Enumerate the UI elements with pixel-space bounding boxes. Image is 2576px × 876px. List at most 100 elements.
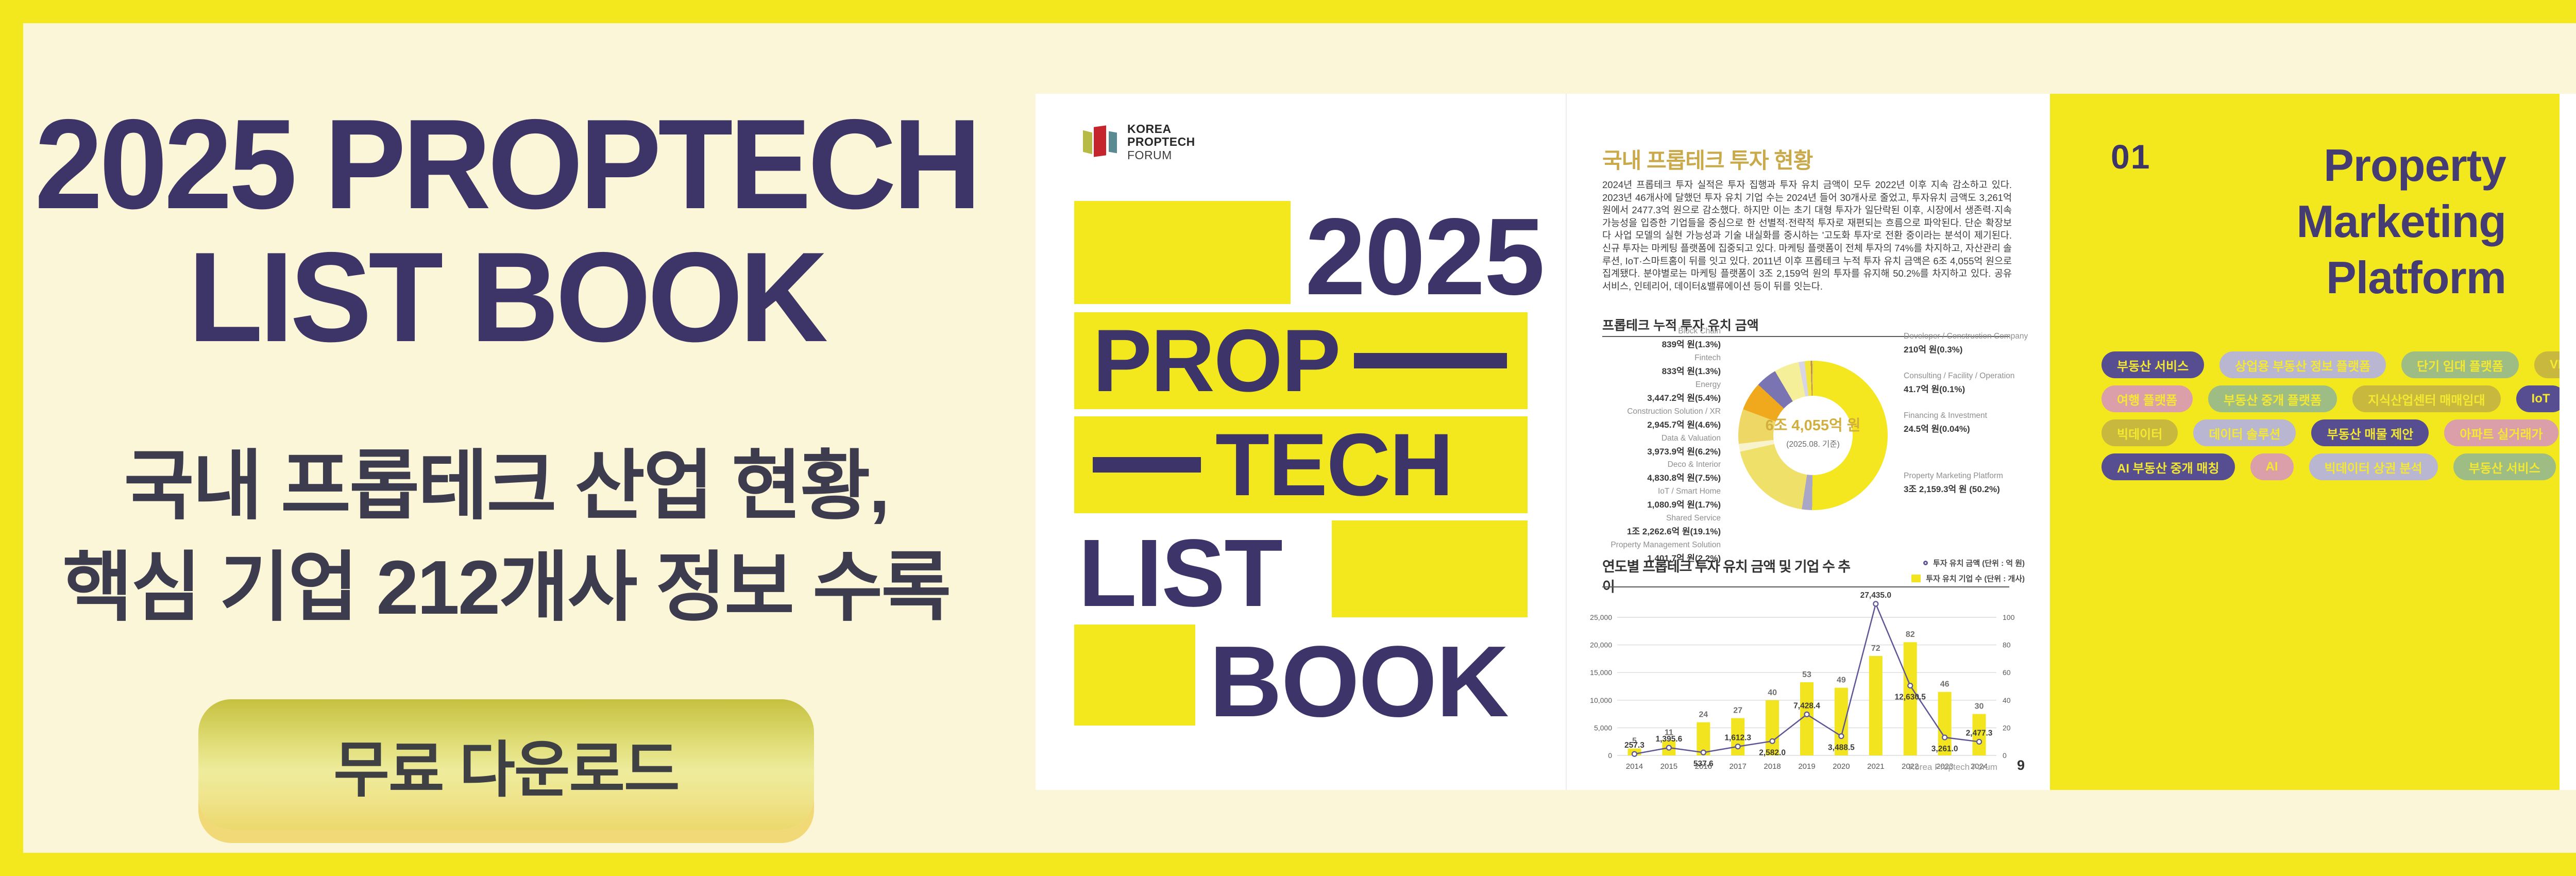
donut-label-name: Data & Valuation: [1661, 433, 1721, 443]
section-number: 01: [2111, 138, 2151, 176]
bar-line-chart: 0 0 5,000 20 10,000 40 15,000 60 20,000 80 25,000 1…: [1590, 591, 2014, 771]
svg-text:49: 49: [1837, 676, 1846, 685]
report-title: 국내 프롭테크 투자 현황: [1602, 148, 1813, 173]
chart-legend: 투자 유치 금액 (단위 : 억 원) 투자 유치 기업 수 (단위 : 개사): [1847, 558, 2025, 584]
free-download-button[interactable]: 무료 다운로드: [198, 699, 814, 830]
legend-line-series: 투자 유치 금액 (단위 : 억 원): [1923, 558, 2025, 568]
svg-text:3,488.5: 3,488.5: [1828, 744, 1855, 752]
svg-text:2015: 2015: [1660, 762, 1677, 771]
svg-text:2023: 2023: [1936, 762, 1953, 771]
donut-label-value: 4,830.8억 원(7.5%): [1647, 473, 1721, 483]
banner-subtitle: 국내 프롭테크 산업 현황, 핵심 기업 212개사 정보 수록: [62, 436, 951, 639]
category-tag: 데이터 솔루션: [2193, 419, 2296, 446]
category-tag: 상업용 부동산 정보 플랫폼: [2219, 351, 2386, 378]
svg-text:2018: 2018: [1764, 762, 1781, 771]
cover-row-book: BOOK: [1074, 625, 1528, 738]
svg-text:82: 82: [1906, 630, 1915, 639]
line-marker-icon: [1923, 561, 1928, 565]
svg-text:25,000: 25,000: [1590, 613, 1612, 621]
donut-label-name: Property Marketing Platform: [1904, 471, 2003, 480]
yellow-block: [1074, 625, 1195, 726]
donut-label-name: Deco & Interior: [1667, 460, 1721, 469]
donut-label-name: Financing & Investment: [1904, 411, 1987, 420]
donut-label-name: Fintech: [1694, 353, 1721, 362]
svg-text:60: 60: [2003, 668, 2011, 677]
svg-text:2014: 2014: [1626, 762, 1643, 771]
category-tag: 빅데이터: [2102, 419, 2178, 446]
svg-text:20: 20: [2003, 723, 2011, 732]
banner-title-line1: 2025 PROPTECH: [34, 92, 981, 235]
cover-word-list: LIST: [1078, 520, 1283, 627]
donut-label-name: IoT / Smart Home: [1657, 487, 1721, 496]
svg-text:3,261.0: 3,261.0: [1931, 745, 1958, 753]
svg-text:12,630.5: 12,630.5: [1895, 693, 1926, 702]
donut-right-labels: Developer / Construction Company 210억 원(0…: [1904, 332, 2038, 495]
donut-label-value: 1,080.9억 원(1.7%): [1647, 500, 1721, 510]
section-rule: [1602, 586, 2009, 587]
page-number: 9: [2016, 757, 2025, 773]
open-book-logo-icon: [1083, 125, 1119, 159]
donut-label-value: 1,401.7억 원(2.2%): [1647, 553, 1721, 563]
donut-label-name: Consulting / Facility / Operation: [1904, 372, 2015, 380]
banner-subtitle-line2: 핵심 기업 212개사 정보 수록: [62, 545, 951, 630]
svg-text:2021: 2021: [1867, 762, 1884, 771]
cover-row-list: LIST: [1074, 520, 1528, 627]
donut-label-value: 41.7억 원(0.1%): [1904, 384, 1965, 394]
cover-row-tech: TECH: [1074, 416, 1528, 513]
donut-label: Property Marketing Platform 3조 2,159.3억 원…: [1904, 471, 2038, 495]
svg-text:2016: 2016: [1695, 762, 1712, 771]
svg-text:53: 53: [1802, 670, 1811, 679]
svg-text:537.6: 537.6: [1693, 760, 1714, 768]
donut-label-name: Developer / Construction Company: [1904, 332, 2028, 341]
logo-line2: PROPTECH: [1127, 135, 1195, 149]
footer-brand: Korea Proptech Forum: [1909, 762, 1997, 772]
svg-text:2022: 2022: [1902, 762, 1919, 771]
svg-text:5: 5: [1632, 737, 1637, 746]
section-title-line3: Platform: [2326, 252, 2506, 304]
svg-text:27,435.0: 27,435.0: [1860, 591, 1891, 600]
yellow-block: [1332, 520, 1528, 617]
svg-text:1,612.3: 1,612.3: [1724, 734, 1751, 743]
donut-label-name: Shared Service: [1666, 514, 1721, 523]
svg-text:27: 27: [1733, 706, 1742, 715]
donut-chart: [1738, 361, 1888, 510]
legend-bar-series: 투자 유치 기업 수 (단위 : 개사): [1911, 573, 2025, 584]
svg-text:257.3: 257.3: [1624, 741, 1645, 750]
svg-text:2,477.3: 2,477.3: [1966, 729, 1993, 737]
cover-word-prop: PROP: [1093, 311, 1341, 410]
combo-section-title: 연도별 프롭테크 투자 유치 금액 및 기업 수 추이: [1602, 559, 1851, 595]
section-title: Property Marketing Platform: [2296, 137, 2506, 306]
category-tag: 부동산 서비스: [2102, 351, 2205, 378]
page-seam: [1566, 94, 1567, 790]
report-paragraph: 2024년 프롭테크 투자 실적은 투자 집행과 투자 유치 금액이 모두 20…: [1602, 179, 2012, 292]
svg-text:2020: 2020: [1833, 762, 1850, 771]
donut-label: Financing & Investment 24.5억 원(0.04%): [1904, 411, 2038, 434]
yellow-band: PROP: [1074, 312, 1528, 409]
promo-panel: 2025 PROPTECH LIST BOOK 국내 프롭테크 산업 현황, 핵…: [0, 0, 1012, 830]
donut-label-value: 210억 원(0.3%): [1904, 345, 1963, 355]
donut-label-value: 3,973.9억 원(6.2%): [1647, 446, 1721, 457]
svg-text:2017: 2017: [1729, 762, 1746, 771]
donut-label-value: 2,945.7억 원(4.6%): [1647, 419, 1721, 430]
korea-proptech-forum-logo: KOREA PROPTECH FORUM: [1083, 122, 1195, 162]
section-title-line2: Marketing: [2296, 196, 2506, 247]
category-tag: 빅데이터 상권 분석: [2309, 453, 2438, 480]
category-tag: 여행 플랫폼: [2102, 385, 2193, 412]
category-tag: AI: [2250, 453, 2294, 480]
svg-text:5,000: 5,000: [1594, 723, 1612, 732]
donut-total: 6조 4,055억 원: [1765, 417, 1861, 434]
tag-row: 빅데이터 데이터 솔루션 부동산 매물 제안 아파트 실거래가: [2102, 419, 2558, 446]
yellow-band: TECH: [1074, 416, 1528, 513]
donut-label-value: 1조 2,262.6억 원(19.1%): [1626, 527, 1721, 537]
donut-label-value: 839억 원(1.3%): [1662, 340, 1721, 349]
logo-line1: KOREA: [1127, 122, 1172, 136]
donut-label: Energy 3,447.2억 원(5.4%): [1571, 380, 1721, 403]
logo-wordmark: KOREA PROPTECH FORUM: [1127, 122, 1195, 162]
svg-text:46: 46: [1940, 680, 1950, 689]
donut-section-title: 프롭테크 누적 투자 유치 금액: [1602, 318, 1759, 333]
company-profile-page: Construction Solution/ XR (AR/VR/MR) 큐픽스…: [2560, 94, 2576, 790]
svg-text:2,582.0: 2,582.0: [1759, 748, 1786, 757]
svg-text:30: 30: [1975, 702, 1984, 711]
donut-label-value: 24.5억 원(0.04%): [1904, 424, 1970, 434]
category-tag: AI 부동산 중개 매칭: [2102, 453, 2235, 480]
